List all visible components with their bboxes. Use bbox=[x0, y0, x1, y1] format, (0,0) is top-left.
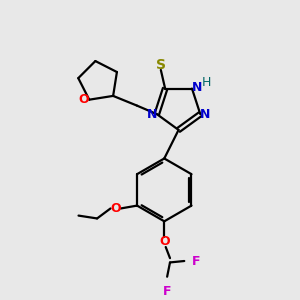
Text: O: O bbox=[110, 202, 121, 215]
Text: F: F bbox=[163, 285, 171, 298]
Text: N: N bbox=[200, 108, 211, 121]
Text: O: O bbox=[79, 93, 89, 106]
Text: H: H bbox=[202, 76, 212, 89]
Text: F: F bbox=[192, 254, 200, 268]
Text: N: N bbox=[192, 81, 202, 94]
Text: O: O bbox=[159, 236, 169, 248]
Text: S: S bbox=[156, 58, 166, 72]
Text: N: N bbox=[146, 108, 157, 121]
